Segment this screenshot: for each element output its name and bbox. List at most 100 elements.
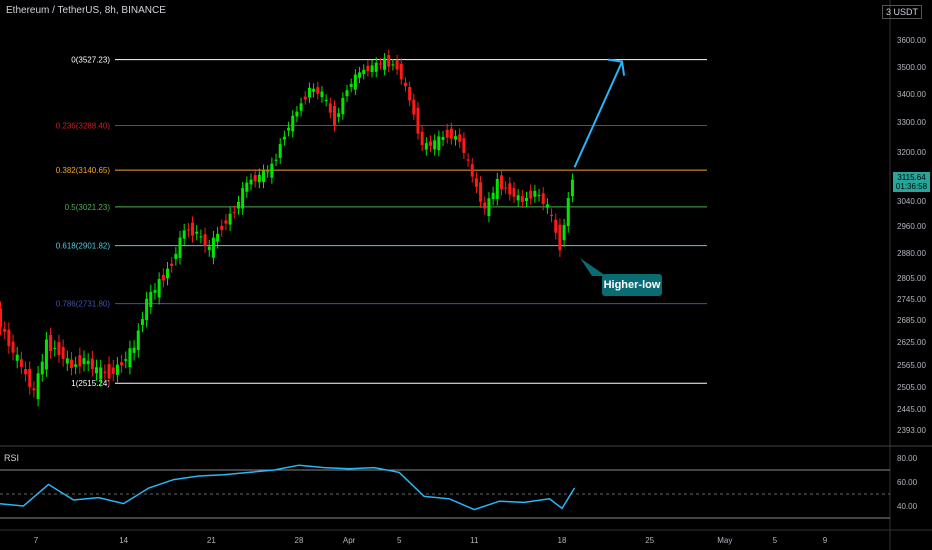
price-tick-label: 3500.00 <box>897 63 926 72</box>
candle-body <box>107 364 111 379</box>
last-price: 3115.64 <box>897 173 926 182</box>
candle-body <box>533 190 537 197</box>
candle-body <box>249 179 253 185</box>
fib-level-label: 0.786(2731.80) <box>56 300 111 309</box>
candle-body <box>470 164 474 177</box>
candle-body <box>149 291 153 308</box>
candle-body <box>253 175 257 182</box>
time-tick-label: 5 <box>773 536 778 545</box>
candle-body <box>262 170 266 183</box>
candle-body <box>429 141 432 146</box>
candle-body <box>508 183 512 195</box>
candle-body <box>19 359 23 367</box>
candle-body <box>287 127 291 131</box>
candle-body <box>174 253 178 259</box>
time-tick-label: 5 <box>397 536 402 545</box>
candle-body <box>504 187 508 189</box>
candle-body <box>483 202 487 209</box>
candle-body <box>366 65 370 72</box>
candle-body <box>220 225 224 231</box>
currency-label: USDT <box>893 7 919 17</box>
candle-body <box>512 188 516 197</box>
price-tick-label: 2505.00 <box>897 383 926 392</box>
candle-body <box>541 193 545 204</box>
projection-arrowhead <box>607 58 626 76</box>
currency-selector[interactable]: 3 USDT <box>881 5 922 19</box>
candle-body <box>111 367 115 374</box>
candle-body <box>40 361 44 375</box>
candle-body <box>558 224 562 251</box>
candle-body <box>529 190 533 199</box>
candle-body <box>245 182 249 192</box>
candle-body <box>525 197 529 201</box>
candle-body <box>424 143 428 150</box>
candle-body <box>57 342 61 356</box>
candle-body <box>216 233 220 242</box>
candle-body <box>391 64 395 66</box>
candle-body <box>491 192 495 200</box>
candle-body <box>545 204 549 208</box>
candle-body <box>458 134 462 142</box>
candle-body <box>11 341 15 353</box>
candle-body <box>345 90 349 97</box>
candle-body <box>291 115 295 132</box>
candle-body <box>170 263 174 266</box>
candle-body <box>36 373 40 400</box>
candle-body <box>182 230 186 239</box>
candle-body <box>307 87 311 98</box>
candle-body <box>466 159 470 161</box>
candle-body <box>278 144 282 158</box>
price-tick-label: 3400.00 <box>897 90 926 99</box>
candle-body <box>49 335 53 352</box>
candle-body <box>191 222 195 236</box>
candle-body <box>157 279 161 298</box>
higher-low-callout: Higher-low <box>602 274 662 296</box>
currency-index: 3 <box>885 7 891 17</box>
candle-body <box>487 198 491 216</box>
candle-body <box>437 136 441 151</box>
candle-body <box>140 319 144 326</box>
price-tick-label: 2393.00 <box>897 426 926 435</box>
candle-body <box>378 63 382 65</box>
candle-body <box>399 63 403 80</box>
candle-body <box>295 111 299 117</box>
candle-body <box>349 84 353 87</box>
candle-body <box>324 99 328 101</box>
price-tick-label: 2565.00 <box>897 361 926 370</box>
time-tick-label: May <box>717 536 732 545</box>
time-tick-label: 14 <box>119 536 128 545</box>
candle-body <box>207 246 211 251</box>
candle-body <box>320 91 324 98</box>
candle-body <box>61 346 65 359</box>
candle-body <box>441 137 445 140</box>
candle-body <box>332 105 336 126</box>
candle-body <box>266 171 270 173</box>
fib-level-label: 0.236(3288.40) <box>56 121 111 130</box>
fib-level-label: 0.618(2901.82) <box>56 242 111 251</box>
candle-body <box>103 371 107 373</box>
price-tick-label: 2880.00 <box>897 249 926 258</box>
candle-body <box>537 195 541 197</box>
candle-body <box>395 60 399 70</box>
candle-body <box>241 188 245 209</box>
candle-body <box>303 96 307 100</box>
price-tick-label: 2445.00 <box>897 405 926 414</box>
candle-body <box>195 231 199 234</box>
candle-body <box>370 65 374 73</box>
rsi-tick-label: 60.00 <box>897 478 918 487</box>
candle-body <box>516 195 520 201</box>
candle-body <box>316 87 320 94</box>
candle-body <box>153 290 157 293</box>
candle-body <box>353 74 357 90</box>
time-tick-label: 25 <box>645 536 654 545</box>
candle-body <box>499 175 503 190</box>
price-tick-label: 2745.00 <box>897 295 926 304</box>
candle-body <box>161 275 165 281</box>
candle-body <box>211 237 215 258</box>
candle-body <box>99 367 103 380</box>
rsi-tick-label: 80.00 <box>897 454 918 463</box>
candle-body <box>44 339 48 370</box>
candle-body <box>86 360 90 364</box>
candle-body <box>78 355 82 367</box>
